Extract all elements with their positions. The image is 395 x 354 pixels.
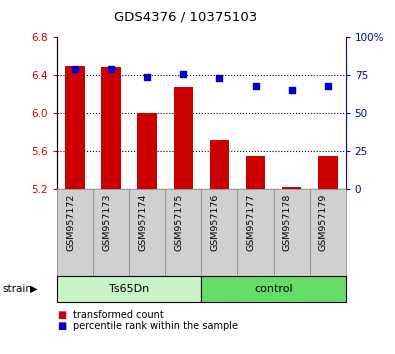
Point bbox=[252, 83, 259, 89]
Text: GSM957172: GSM957172 bbox=[66, 194, 75, 251]
Text: ▶: ▶ bbox=[30, 284, 37, 294]
Text: ■: ■ bbox=[57, 310, 66, 320]
Point bbox=[108, 66, 115, 72]
Bar bbox=[210, 140, 229, 189]
Point bbox=[144, 74, 150, 80]
Point bbox=[72, 66, 79, 72]
Text: GSM957177: GSM957177 bbox=[246, 194, 256, 251]
Text: ■: ■ bbox=[57, 321, 66, 331]
Text: GSM957173: GSM957173 bbox=[102, 194, 111, 251]
Bar bbox=[173, 87, 193, 189]
Point bbox=[288, 88, 295, 93]
Text: GSM957179: GSM957179 bbox=[319, 194, 327, 251]
Text: GSM957178: GSM957178 bbox=[282, 194, 292, 251]
Text: GSM957175: GSM957175 bbox=[175, 194, 183, 251]
Text: control: control bbox=[254, 284, 293, 294]
Bar bbox=[282, 187, 301, 189]
Text: GSM957176: GSM957176 bbox=[211, 194, 220, 251]
Text: percentile rank within the sample: percentile rank within the sample bbox=[73, 321, 238, 331]
Bar bbox=[102, 67, 121, 189]
Point bbox=[216, 75, 223, 81]
Point bbox=[180, 71, 186, 76]
Bar bbox=[66, 66, 85, 189]
Text: Ts65Dn: Ts65Dn bbox=[109, 284, 149, 294]
Text: transformed count: transformed count bbox=[73, 310, 164, 320]
Bar bbox=[137, 113, 157, 189]
Bar bbox=[318, 156, 337, 189]
Text: strain: strain bbox=[2, 284, 32, 294]
Bar bbox=[246, 156, 265, 189]
Point bbox=[324, 83, 331, 89]
Text: GSM957174: GSM957174 bbox=[138, 194, 147, 251]
Text: GDS4376 / 10375103: GDS4376 / 10375103 bbox=[114, 11, 257, 24]
